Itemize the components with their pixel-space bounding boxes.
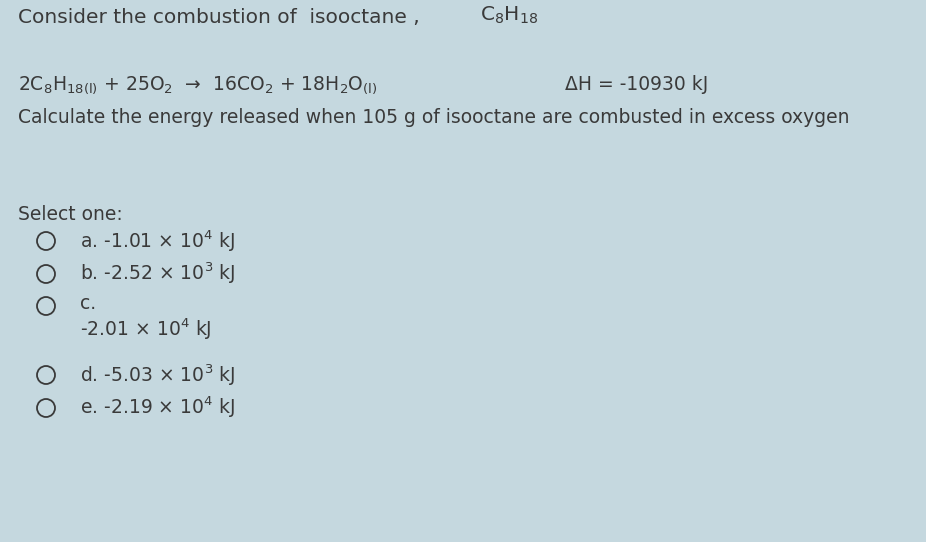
Text: Select one:: Select one: [18, 205, 123, 224]
Text: Calculate the energy released when 105 g of isooctane are combusted in excess ox: Calculate the energy released when 105 g… [18, 108, 849, 127]
Text: c.: c. [80, 294, 96, 313]
Text: -2.01 × 10$^4$ kJ: -2.01 × 10$^4$ kJ [80, 316, 211, 341]
Text: Consider the combustion of  isooctane ,: Consider the combustion of isooctane , [18, 8, 419, 27]
Text: $\mathregular{C_8H_{18}}$: $\mathregular{C_8H_{18}}$ [480, 5, 538, 27]
Text: d. -5.03 × 10$^3$ kJ: d. -5.03 × 10$^3$ kJ [80, 362, 235, 388]
Text: e. -2.19 × 10$^4$ kJ: e. -2.19 × 10$^4$ kJ [80, 395, 235, 421]
Text: ΔH = -10930 kJ: ΔH = -10930 kJ [565, 75, 708, 94]
Text: $\mathregular{2C_8H_{18(l)}}$ + $\mathregular{25O_2}$  →  $\mathregular{16CO_2}$: $\mathregular{2C_8H_{18(l)}}$ + $\mathre… [18, 75, 378, 96]
Text: a. -1.01 × 10$^4$ kJ: a. -1.01 × 10$^4$ kJ [80, 228, 235, 254]
Text: b. -2.52 × 10$^3$ kJ: b. -2.52 × 10$^3$ kJ [80, 261, 235, 287]
